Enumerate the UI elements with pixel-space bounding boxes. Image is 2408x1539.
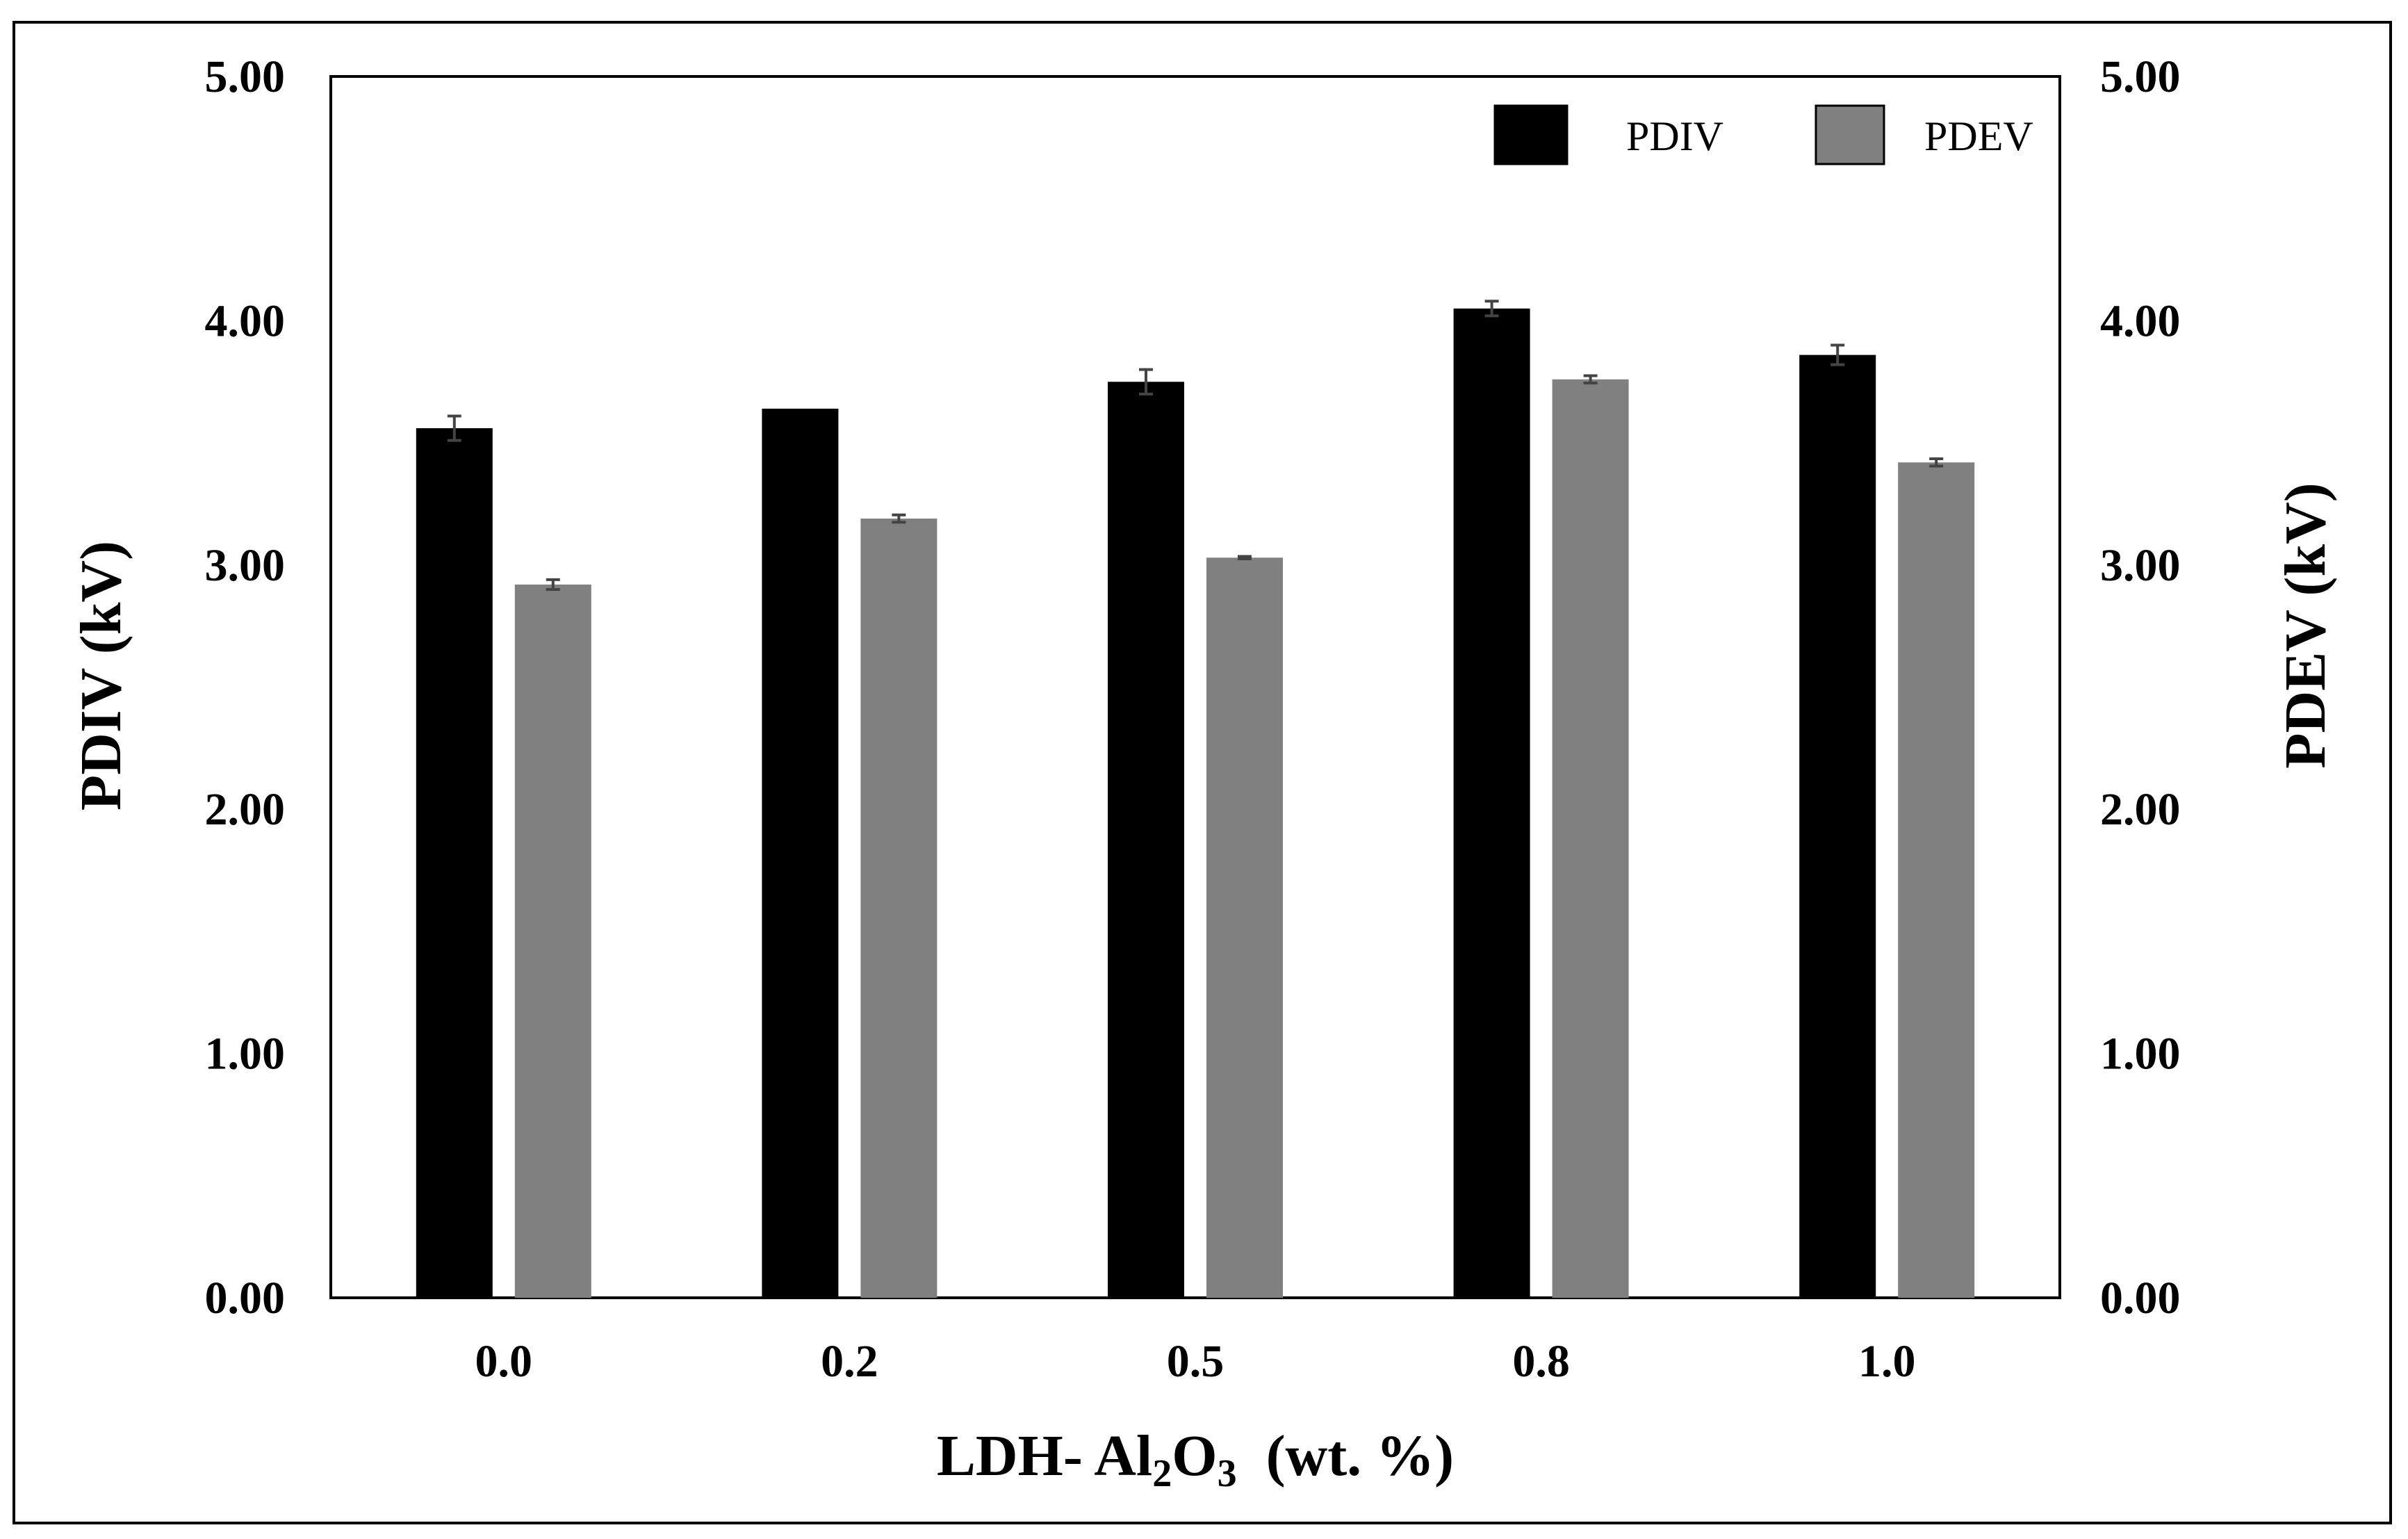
bar-pdiv-0.0 — [416, 428, 493, 1298]
bar-pdev-1.0 — [1898, 462, 1975, 1298]
x-tick-label: 0.2 — [821, 1336, 878, 1387]
y-tick-label-left: 1.00 — [205, 1029, 286, 1080]
legend-label-pdev: PDEV — [1924, 113, 2033, 159]
y-axis-title-left: PDIV (kV) — [69, 541, 133, 811]
x-tick-label: 0.5 — [1167, 1336, 1225, 1387]
legend-swatch-pdev — [1815, 104, 1885, 165]
legend: PDIV PDEV — [1493, 104, 2033, 165]
y-tick-label-right: 1.00 — [2100, 1029, 2181, 1080]
x-tick-label: 0.0 — [475, 1336, 533, 1387]
legend-swatch-pdiv — [1493, 104, 1569, 165]
bar-pdiv-0.8 — [1453, 308, 1530, 1298]
y-tick-label-left: 2.00 — [205, 784, 286, 835]
left-y-axis-ticks: 0.00 1.00 2.00 3.00 4.00 5.00 — [205, 51, 286, 1324]
bar-pdiv-1.0 — [1799, 355, 1876, 1298]
y-tick-label-right: 5.00 — [2100, 51, 2181, 102]
x-axis-title-mid: O — [1172, 1424, 1217, 1488]
bar-pdev-0.5 — [1206, 557, 1283, 1298]
right-y-axis-ticks: 0.00 1.00 2.00 3.00 4.00 5.00 — [2100, 51, 2181, 1324]
bar-pdev-0.0 — [514, 584, 591, 1298]
y-tick-label-right: 4.00 — [2100, 295, 2181, 346]
bar-pdiv-0.5 — [1108, 382, 1184, 1298]
figure-frame — [13, 21, 2392, 1524]
y-tick-label-left: 4.00 — [205, 295, 286, 346]
x-tick-label: 1.0 — [1858, 1336, 1916, 1387]
x-axis-ticks: 0.0 0.2 0.5 0.8 1.0 — [475, 1336, 1916, 1387]
y-axis-title-right: PDEV (kV) — [2273, 482, 2338, 768]
x-axis-title-sub1: 2 — [1152, 1452, 1172, 1495]
y-tick-label-left: 0.00 — [205, 1273, 286, 1324]
y-tick-label-right: 2.00 — [2100, 784, 2181, 835]
bar-pdev-0.2 — [860, 519, 937, 1298]
x-axis-title-sub2: 3 — [1218, 1452, 1237, 1495]
x-axis-title-prefix: LDH- Al — [937, 1424, 1152, 1488]
bar-series — [416, 300, 1975, 1298]
y-tick-label-left: 5.00 — [205, 51, 286, 102]
y-tick-label-right: 0.00 — [2100, 1273, 2181, 1324]
x-tick-label: 0.8 — [1512, 1336, 1570, 1387]
y-tick-label-left: 3.00 — [205, 540, 286, 591]
x-axis-title-suffix: (wt. %) — [1237, 1424, 1455, 1488]
legend-label-pdiv: PDIV — [1626, 113, 1723, 159]
bar-pdiv-0.2 — [762, 408, 839, 1298]
x-axis-title: LDH- Al2O3 (wt. %) — [937, 1424, 1454, 1495]
bar-pdev-0.8 — [1552, 379, 1629, 1298]
plot-area — [329, 75, 2061, 1299]
y-tick-label-right: 3.00 — [2100, 540, 2181, 591]
